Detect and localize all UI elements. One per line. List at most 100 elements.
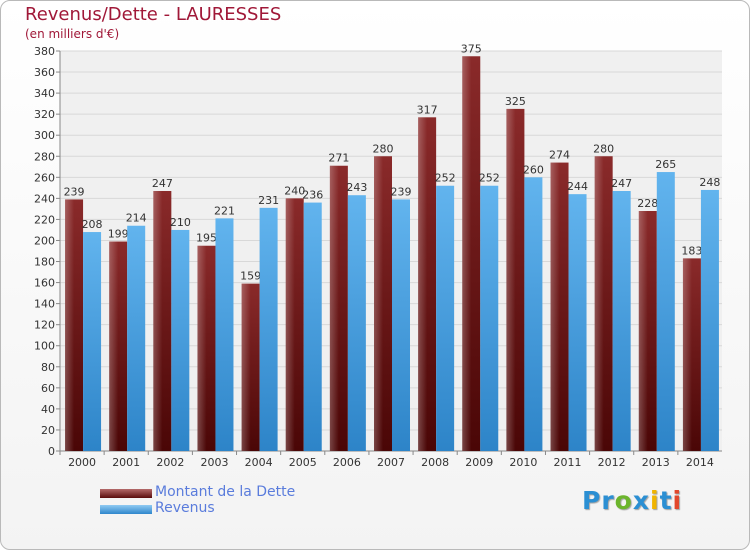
bar-dette-highlight [506, 108, 525, 451]
y-tick-label: 340 [34, 87, 55, 100]
x-tick-label: 2006 [333, 456, 361, 469]
y-tick-label: 320 [34, 108, 55, 121]
x-tick-label: 2009 [465, 456, 493, 469]
legend-label-dette: Montant de la Dette [155, 484, 296, 500]
x-tick-label: 2007 [377, 456, 405, 469]
bar-dette-highlight [594, 156, 613, 451]
bar-revenus [480, 185, 499, 451]
data-label-revenus: 252 [479, 172, 500, 185]
bar-dette-highlight [462, 56, 481, 452]
y-tick-label: 120 [34, 319, 55, 332]
y-tick-label: 100 [34, 340, 55, 353]
bar-revenus [612, 191, 631, 451]
bar-revenus [568, 194, 587, 451]
data-label-revenus: 243 [346, 181, 367, 194]
data-label-dette: 247 [152, 177, 173, 190]
bar-revenus [303, 202, 322, 451]
data-label-revenus: 236 [302, 189, 323, 202]
data-label-dette: 271 [328, 152, 349, 165]
x-tick-label: 2002 [156, 456, 184, 469]
y-tick-label: 240 [34, 192, 55, 205]
logo-letter: t [659, 486, 673, 515]
data-label-dette: 199 [108, 228, 129, 241]
logo-letter: r [601, 486, 615, 515]
bar-revenus [215, 218, 234, 451]
proxiti-logo: Proxiti [582, 486, 682, 515]
y-tick-label: 80 [41, 361, 55, 374]
bar-revenus [392, 199, 410, 451]
y-tick-label: 140 [34, 298, 55, 311]
data-label-dette: 280 [593, 142, 614, 155]
legend-swatch-dette [100, 489, 152, 498]
data-label-revenus: 260 [523, 163, 544, 176]
legend-label-revenus: Revenus [155, 500, 215, 516]
y-tick-label: 160 [34, 277, 55, 290]
bar-revenus [656, 172, 675, 452]
bar-dette-highlight [329, 165, 348, 451]
data-label-dette: 240 [284, 184, 305, 197]
data-label-revenus: 210 [170, 216, 191, 229]
y-tick-label: 280 [34, 150, 55, 163]
bar-revenus [347, 195, 366, 451]
bar-dette-highlight [109, 241, 128, 451]
x-tick-label: 2005 [289, 456, 317, 469]
y-tick-label: 180 [34, 256, 55, 269]
y-tick-label: 360 [34, 66, 55, 79]
bar-dette-highlight [285, 198, 304, 451]
bar-dette-highlight [418, 117, 437, 451]
x-tick-label: 2010 [509, 456, 537, 469]
data-label-dette: 325 [505, 95, 526, 108]
data-label-revenus: 265 [655, 158, 676, 171]
legend-swatch-revenus [100, 505, 152, 514]
data-label-revenus: 252 [435, 172, 456, 185]
bar-revenus [171, 229, 190, 451]
x-tick-label: 2000 [68, 456, 96, 469]
data-label-revenus: 231 [258, 194, 279, 207]
logo-letter: x [632, 486, 650, 515]
y-tick-label: 0 [48, 445, 55, 458]
chart-title: Revenus/Dette - LAURESSES [25, 4, 282, 25]
data-label-dette: 239 [64, 185, 85, 198]
data-label-dette: 183 [681, 244, 702, 257]
bar-revenus [524, 177, 543, 451]
chart-subtitle: (en milliers d'€) [25, 27, 120, 41]
y-tick-label: 40 [41, 403, 55, 416]
y-tick-label: 60 [41, 382, 55, 395]
x-tick-label: 2004 [245, 456, 273, 469]
bar-revenus [436, 185, 455, 451]
y-tick-label: 300 [34, 129, 55, 142]
data-label-revenus: 214 [126, 212, 147, 225]
bar-dette-highlight [550, 162, 569, 451]
x-tick-label: 2014 [686, 456, 714, 469]
logo-letter: P [582, 486, 602, 515]
y-tick-label: 380 [34, 45, 55, 58]
bar-dette-highlight [638, 211, 657, 451]
bar-dette-highlight [65, 199, 84, 451]
y-tick-label: 20 [41, 424, 55, 437]
bar-revenus [83, 232, 102, 451]
bar-dette-highlight [374, 156, 392, 451]
bar-revenus [127, 225, 146, 451]
y-tick-label: 220 [34, 213, 55, 226]
data-label-revenus: 239 [391, 185, 412, 198]
bar-dette-highlight [241, 283, 260, 451]
data-label-dette: 274 [549, 149, 570, 162]
bar-dette-highlight [682, 258, 701, 451]
logo-letter: o [614, 486, 633, 515]
x-tick-label: 2011 [554, 456, 582, 469]
data-label-revenus: 244 [567, 180, 588, 193]
data-label-revenus: 208 [82, 218, 103, 231]
data-label-dette: 280 [373, 142, 394, 155]
logo-letter: i [672, 486, 683, 515]
y-tick-label: 200 [34, 234, 55, 247]
bar-revenus [259, 207, 278, 451]
x-tick-label: 2003 [200, 456, 228, 469]
y-tick-label: 260 [34, 171, 55, 184]
x-tick-label: 2008 [421, 456, 449, 469]
data-label-dette: 375 [461, 42, 482, 55]
bar-revenus [700, 189, 719, 451]
bar-dette-highlight [153, 191, 172, 451]
x-tick-label: 2012 [598, 456, 626, 469]
data-label-revenus: 221 [214, 204, 235, 217]
